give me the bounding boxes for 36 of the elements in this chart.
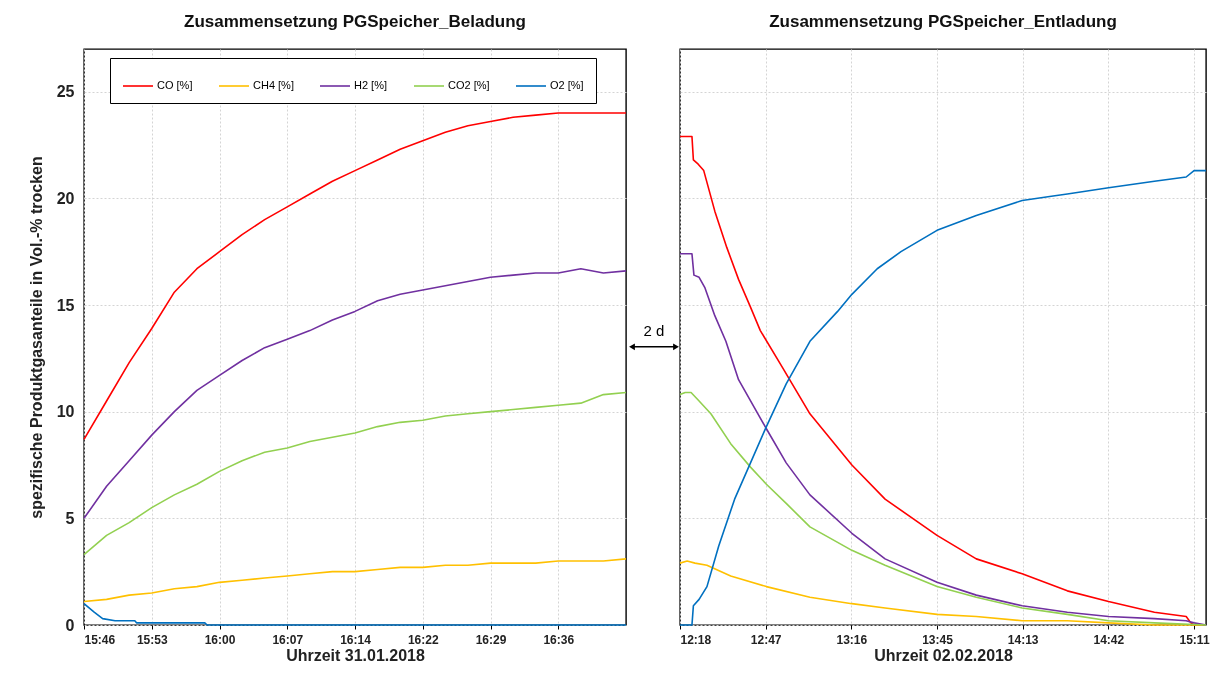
legend-label: CH4 [%] — [253, 79, 294, 91]
chart-title: Zusammensetzung PGSpeicher_Beladung — [184, 12, 526, 31]
x-tick-label: 14:42 — [1093, 632, 1125, 647]
y-axis-title: spezifische Produktgasanteile in Vol.-% trocken — [27, 156, 45, 519]
y-tick-label: 15 — [56, 296, 75, 314]
x-tick-label: 15:46 — [84, 632, 116, 647]
y-tick-label: 20 — [56, 189, 75, 207]
line-series — [83, 267, 627, 520]
legend-label: O2 [%] — [550, 79, 584, 91]
y-tick-label: 10 — [56, 403, 75, 421]
y-tick-label: 5 — [65, 509, 75, 527]
line-series — [83, 112, 627, 441]
legend-label: CO2 [%] — [448, 79, 490, 91]
line-series — [83, 391, 627, 556]
x-tick-label: 16:29 — [475, 632, 507, 647]
x-tick-label: 13:16 — [836, 632, 868, 647]
x-tick-label: 15:11 — [1179, 632, 1210, 647]
x-tick-label: 13:45 — [922, 632, 954, 647]
text: 2 d — [643, 321, 665, 339]
x-tick-label: 12:47 — [750, 632, 782, 647]
y-tick-label: 25 — [56, 83, 75, 101]
x-tick-label: 16:14 — [340, 632, 372, 647]
line-series — [83, 558, 627, 603]
x-tick-label: 16:36 — [543, 632, 575, 647]
x-axis-title: Uhrzeit 31.01.2018 — [286, 646, 425, 664]
x-tick-label: 12:18 — [680, 632, 712, 647]
x-tick-label: 16:07 — [272, 632, 304, 647]
x-tick-label: 16:22 — [407, 632, 439, 647]
x-axis-title: Uhrzeit 02.02.2018 — [874, 646, 1013, 664]
chart-title: Zusammensetzung PGSpeicher_Entladung — [769, 12, 1117, 31]
y-tick-label: 0 — [65, 616, 75, 634]
x-tick-label: 16:00 — [204, 632, 236, 647]
legend-label: H2 [%] — [354, 79, 388, 91]
legend-label: CO [%] — [157, 79, 193, 91]
x-tick-label: 14:13 — [1007, 632, 1039, 647]
x-tick-label: 15:53 — [136, 632, 168, 647]
